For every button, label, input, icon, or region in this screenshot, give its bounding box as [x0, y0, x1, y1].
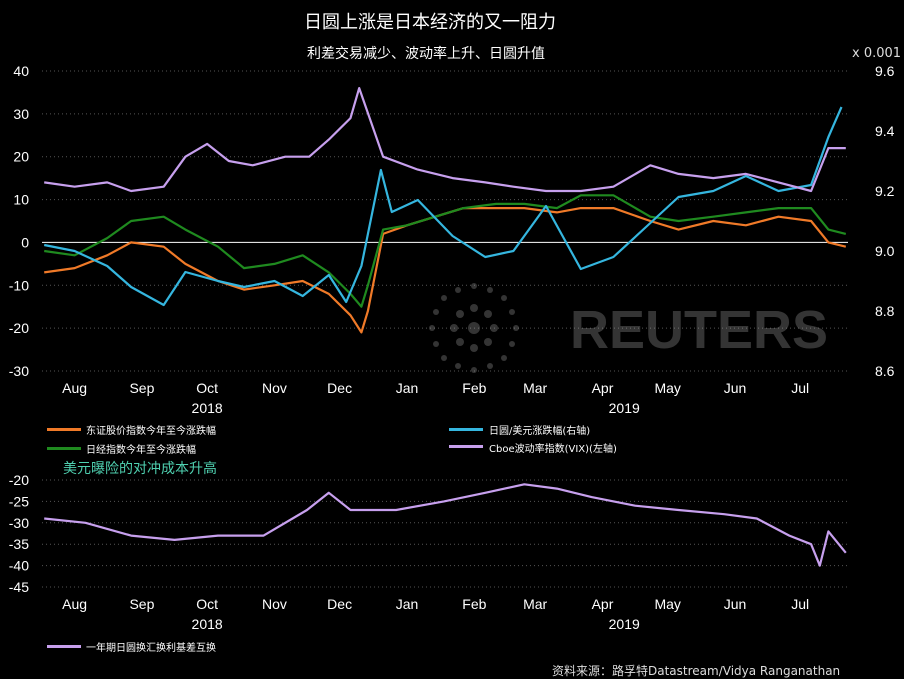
chart-subtitle: 利差交易减少、波动率上升、日圆升值	[307, 46, 545, 62]
y-right-tick-label: 9.4	[875, 123, 895, 139]
legend-label-nikkei: 日经指数今年至今涨跌幅	[86, 445, 196, 456]
x-tick-label: Apr	[592, 596, 614, 612]
hedge-cost-annotation: 美元曝险的对冲成本升高	[63, 461, 217, 477]
x-tick-label: May	[654, 596, 680, 612]
x-year-label: 2019	[609, 616, 640, 632]
x-tick-label: Aug	[62, 596, 87, 612]
legend-swatch-usdjpy	[449, 428, 483, 431]
y-left-tick-label: -10	[9, 277, 29, 293]
y-left-tick-label: -25	[9, 493, 29, 509]
reuters-dot-logo	[429, 283, 519, 373]
right-axis-multiplier: x 0.001	[852, 46, 902, 61]
series-line-0	[44, 483, 847, 567]
y-left-tick-label: -30	[9, 363, 29, 379]
y-left-tick-label: -20	[9, 320, 29, 336]
y-left-tick-label: -30	[9, 515, 29, 531]
x-tick-label: Jun	[724, 596, 747, 612]
x-tick-label: Nov	[262, 596, 287, 612]
x-tick-label: Jul	[791, 596, 809, 612]
x-tick-label: Jun	[724, 380, 747, 396]
x-tick-label: Nov	[262, 380, 287, 396]
y-right-tick-label: 9.6	[875, 63, 895, 79]
y-left-tick-label: 10	[13, 192, 29, 208]
x-tick-label: Jul	[791, 380, 809, 396]
x-tick-label: Feb	[462, 380, 486, 396]
x-tick-label: Mar	[523, 596, 547, 612]
legend-swatch-topix	[47, 428, 81, 431]
y-left-tick-label: -40	[9, 558, 29, 574]
chart-title: 日圆上涨是日本经济的又一阻力	[304, 12, 556, 33]
x-tick-label: Aug	[62, 380, 87, 396]
reuters-watermark: REUTERS	[429, 283, 828, 373]
x-tick-label: Apr	[592, 380, 614, 396]
legend-label-basis-swap: 一年期日圆换汇换利基差互换	[86, 643, 216, 654]
y-left-tick-label: -20	[9, 472, 29, 488]
y-right-tick-label: 9.2	[875, 183, 895, 199]
legend-label-topix: 东证股价指数今年至今涨跌幅	[86, 426, 216, 437]
y-left-tick-label: 40	[13, 63, 29, 79]
y-left-tick-label: 20	[13, 149, 29, 165]
y-right-tick-label: 8.8	[875, 303, 895, 319]
series-line-2	[43, 106, 843, 307]
legend-swatch-vix	[449, 445, 483, 448]
x-tick-label: Mar	[523, 380, 547, 396]
legend-label-usdjpy: 日圆/美元涨跌幅(右轴)	[489, 426, 591, 437]
reuters-watermark-text: REUTERS	[570, 300, 828, 360]
x-tick-label: Dec	[327, 380, 352, 396]
series-line-3	[44, 86, 846, 193]
legend-label-vix: Cboe波动率指数(VIX)(左轴)	[489, 444, 617, 455]
series-line-1	[44, 194, 847, 308]
legend-swatch-nikkei	[47, 447, 81, 450]
y-right-tick-label: 8.6	[875, 363, 895, 379]
x-tick-label: Sep	[129, 380, 154, 396]
x-year-label: 2018	[192, 400, 223, 416]
x-year-label: 2018	[192, 616, 223, 632]
x-tick-label: Sep	[129, 596, 154, 612]
x-tick-label: Feb	[462, 596, 486, 612]
x-year-label: 2019	[609, 400, 640, 416]
x-tick-label: May	[654, 380, 680, 396]
y-left-tick-label: 30	[13, 106, 29, 122]
x-tick-label: Jan	[396, 380, 419, 396]
legend-swatch-basis-swap	[47, 645, 81, 648]
y-left-tick-label: -35	[9, 536, 29, 552]
y-left-tick-label: 0	[21, 234, 29, 250]
x-tick-label: Dec	[327, 596, 352, 612]
x-tick-label: Oct	[196, 596, 218, 612]
y-left-tick-label: -45	[9, 579, 29, 595]
source-note: 资料来源：路孚特Datastream/Vidya Ranganathan	[552, 664, 841, 678]
x-tick-label: Jan	[396, 596, 419, 612]
x-tick-label: Oct	[196, 380, 218, 396]
y-right-tick-label: 9.0	[875, 243, 895, 259]
